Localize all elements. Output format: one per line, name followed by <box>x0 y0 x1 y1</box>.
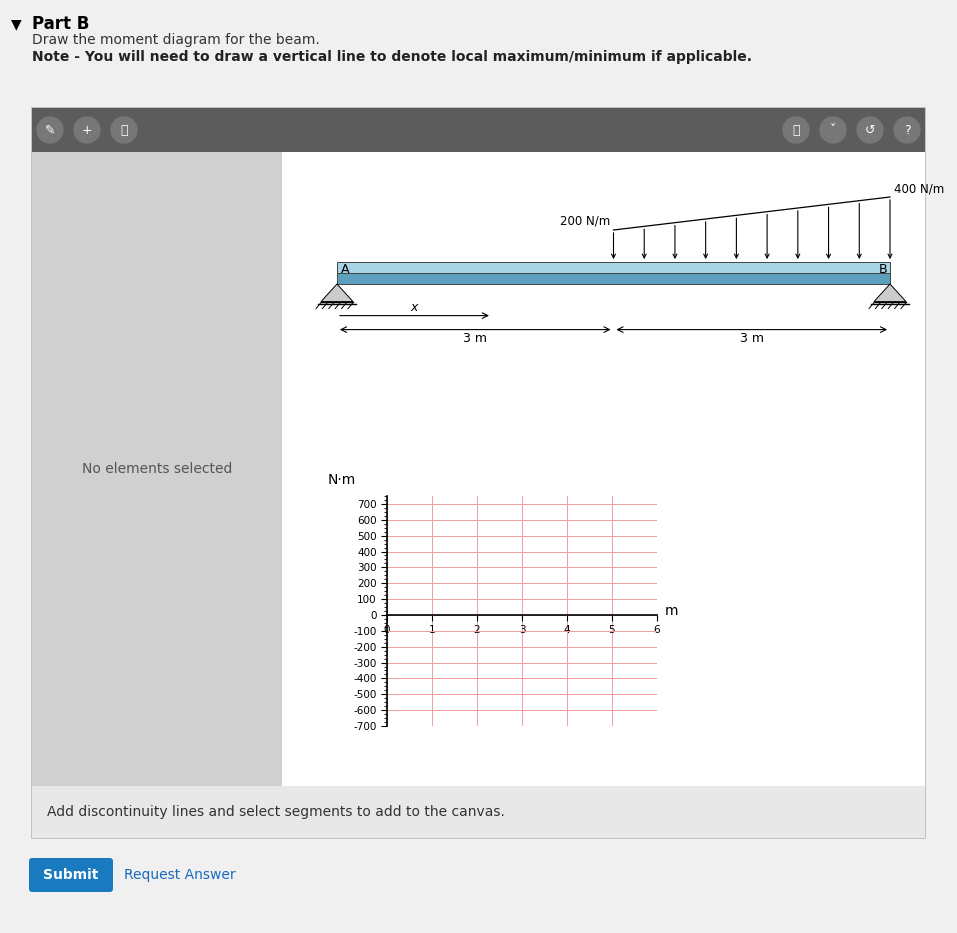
Bar <box>282 152 925 786</box>
Text: x: x <box>411 300 418 313</box>
Text: Submit: Submit <box>43 868 99 882</box>
Bar <box>337 262 890 273</box>
Circle shape <box>74 117 100 143</box>
Text: ✎: ✎ <box>45 123 56 136</box>
Polygon shape <box>321 284 353 301</box>
Circle shape <box>37 117 63 143</box>
Text: B: B <box>879 263 887 276</box>
Text: A: A <box>341 263 349 276</box>
Text: m: m <box>665 604 679 618</box>
Text: Note - You will need to draw a vertical line to denote local maximum/minimum if : Note - You will need to draw a vertical … <box>32 50 752 64</box>
FancyBboxPatch shape <box>29 858 113 892</box>
Text: 💡: 💡 <box>792 123 800 136</box>
Text: ?: ? <box>903 123 910 136</box>
Bar <box>32 108 925 152</box>
Text: 3 m: 3 m <box>463 331 487 344</box>
Polygon shape <box>874 284 906 301</box>
Text: +: + <box>81 123 92 136</box>
FancyBboxPatch shape <box>32 108 925 838</box>
Bar <box>32 786 925 838</box>
Text: No elements selected: No elements selected <box>81 462 233 476</box>
Text: Request Answer: Request Answer <box>124 868 235 882</box>
Text: Add discontinuity lines and select segments to add to the canvas.: Add discontinuity lines and select segme… <box>47 805 505 819</box>
Text: 3 m: 3 m <box>740 331 764 344</box>
Text: ▼: ▼ <box>11 17 21 31</box>
Text: ↺: ↺ <box>865 123 876 136</box>
Circle shape <box>820 117 846 143</box>
Text: 200 N/m: 200 N/m <box>560 215 611 228</box>
Text: Draw the moment diagram for the beam.: Draw the moment diagram for the beam. <box>32 33 320 47</box>
Circle shape <box>894 117 920 143</box>
Bar <box>337 273 890 284</box>
Text: N·m: N·m <box>327 473 356 487</box>
Circle shape <box>783 117 809 143</box>
Bar <box>32 152 282 786</box>
Text: Part B: Part B <box>32 15 89 33</box>
Text: ˅: ˅ <box>830 123 836 136</box>
Text: 400 N/m: 400 N/m <box>894 182 945 195</box>
Circle shape <box>857 117 883 143</box>
Text: 🗑: 🗑 <box>121 123 127 136</box>
Circle shape <box>111 117 137 143</box>
